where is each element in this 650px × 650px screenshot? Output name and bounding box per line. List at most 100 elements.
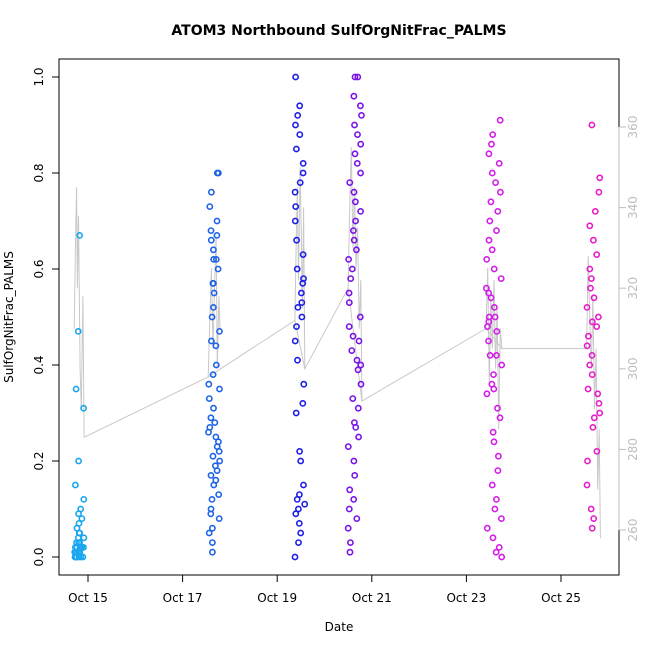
data-point-flight-2 (208, 548, 216, 556)
data-point-flight-5 (494, 467, 502, 474)
data-point-flight-5 (492, 179, 499, 186)
data-point-flight-1 (75, 457, 82, 465)
data-point-flight-5 (493, 227, 500, 234)
data-point-flight-3 (293, 495, 301, 503)
data-point-flight-6 (590, 414, 598, 422)
data-point-flight-4 (351, 73, 359, 81)
data-point-flight-5 (496, 414, 504, 422)
connector-line-layer (83, 286, 587, 438)
data-point-flight-5 (489, 131, 497, 138)
data-point-flight-6 (596, 174, 604, 182)
x-tick-label: Oct 21 (352, 591, 392, 605)
data-point-flight-4 (357, 207, 364, 215)
data-point-flight-3 (296, 131, 304, 138)
data-point-flight-5 (493, 327, 501, 335)
data-point-flight-5 (497, 275, 505, 282)
data-point-flight-3 (292, 510, 300, 518)
data-point-flight-4 (346, 539, 354, 546)
y2-tick-label: 340 (626, 196, 640, 219)
data-point-flight-6 (595, 188, 603, 196)
data-point-flight-6 (585, 332, 592, 340)
data-point-flight-5 (490, 385, 498, 393)
data-point-flight-5 (489, 428, 497, 436)
data-point-flight-5 (485, 337, 492, 345)
data-point-flight-4 (356, 313, 364, 321)
data-point-flight-5 (496, 188, 504, 196)
data-point-flight-3 (293, 236, 300, 244)
data-point-flight-1 (80, 495, 88, 503)
data-point-flight-2 (213, 467, 221, 474)
y2-tick-label: 260 (626, 519, 640, 542)
data-point-flight-4 (351, 198, 359, 206)
data-point-flight-4 (349, 332, 357, 340)
data-point-flight-1 (72, 385, 80, 393)
data-point-flight-2 (205, 529, 213, 537)
data-point-flight-5 (488, 169, 496, 177)
data-point-flight-5 (492, 548, 500, 556)
data-point-flight-4 (354, 366, 362, 374)
data-point-flight-5 (494, 207, 502, 215)
data-point-flight-4 (351, 471, 359, 479)
data-point-flight-1 (74, 327, 82, 335)
data-point-flight-6 (586, 222, 594, 230)
data-point-flight-5 (485, 313, 493, 321)
data-point-flight-1 (72, 481, 79, 489)
data-point-flight-6 (596, 409, 604, 417)
data-point-flight-4 (357, 380, 365, 388)
data-point-flight-6 (583, 481, 591, 489)
points-layer (71, 73, 604, 561)
data-point-flight-2 (208, 495, 216, 503)
data-point-flight-6 (590, 515, 598, 522)
data-point-flight-6 (588, 351, 596, 359)
data-point-flight-4 (351, 150, 359, 158)
data-point-flight-5 (485, 236, 493, 244)
data-point-flight-3 (295, 539, 302, 546)
data-point-flight-5 (490, 438, 498, 446)
data-point-flight-4 (345, 255, 352, 263)
data-point-flight-6 (591, 207, 599, 215)
data-point-flight-3 (292, 203, 300, 210)
data-point-flight-4 (353, 159, 361, 167)
data-point-flight-6 (594, 390, 602, 398)
x-tick-label: Oct 19 (257, 591, 297, 605)
data-point-flight-4 (348, 265, 356, 273)
flight-line-2 (207, 235, 221, 377)
data-point-flight-1 (80, 404, 87, 412)
data-point-flight-6 (588, 318, 596, 326)
data-point-flight-5 (498, 361, 506, 369)
data-point-flight-4 (344, 443, 352, 450)
connector-line (83, 286, 587, 438)
data-point-flight-1 (76, 529, 84, 537)
data-point-flight-4 (346, 486, 354, 494)
data-point-flight-2 (207, 236, 215, 244)
data-point-flight-6 (595, 313, 602, 321)
data-point-flight-3 (296, 102, 304, 110)
data-point-flight-5 (494, 452, 502, 460)
data-point-flight-2 (216, 327, 223, 335)
y-tick-label: 0.6 (32, 259, 46, 278)
data-point-flight-2 (216, 385, 223, 393)
data-point-flight-5 (491, 313, 499, 321)
data-point-flight-2 (215, 447, 223, 455)
data-point-flight-4 (345, 323, 353, 330)
data-point-flight-6 (583, 303, 591, 311)
data-point-flight-2 (211, 419, 219, 426)
data-point-flight-5 (490, 371, 497, 378)
data-point-flight-4 (349, 227, 357, 234)
data-point-flight-5 (486, 217, 494, 225)
data-point-flight-3 (300, 380, 308, 388)
data-point-flight-3 (300, 481, 307, 489)
data-point-flight-4 (352, 217, 359, 225)
data-point-flight-2 (212, 342, 220, 350)
data-point-flight-2 (205, 428, 212, 436)
data-point-flight-3 (299, 399, 307, 407)
data-point-flight-6 (583, 342, 591, 350)
data-point-flight-2 (209, 371, 217, 378)
data-point-flight-2 (208, 313, 216, 321)
data-point-flight-3 (292, 145, 300, 153)
data-point-flight-3 (301, 500, 309, 508)
data-point-flight-4 (353, 356, 361, 364)
data-point-flight-2 (207, 471, 215, 479)
data-point-flight-5 (495, 544, 503, 551)
data-point-flight-3 (296, 447, 303, 455)
